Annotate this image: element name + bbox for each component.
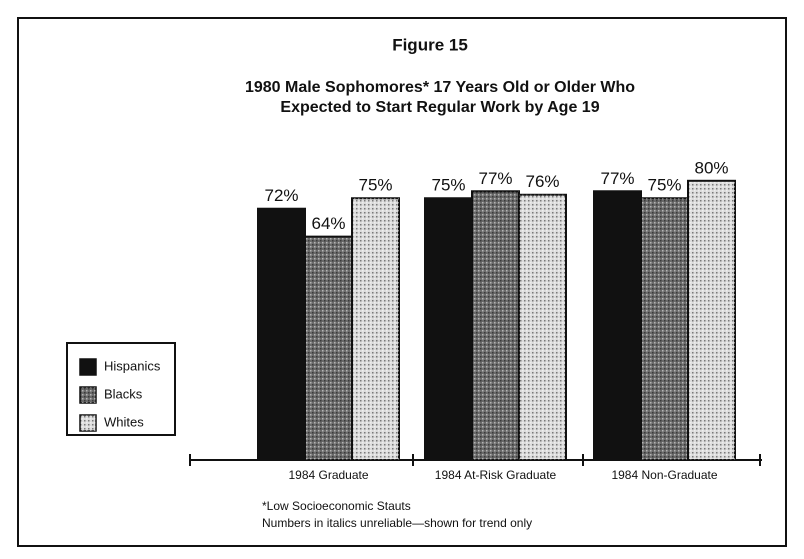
bar-texture [688, 180, 735, 461]
bar-texture [472, 191, 519, 460]
data-label: 75% [647, 176, 681, 195]
bar-texture [352, 198, 399, 460]
legend-swatch [79, 358, 97, 376]
data-label: 76% [525, 172, 559, 191]
legend-label: Hispanics [104, 358, 161, 373]
subtitle: Expected to Start Regular Work by Age 19 [280, 99, 599, 116]
legend-swatch-texture [80, 415, 96, 431]
data-label: 75% [431, 176, 465, 195]
bar [593, 190, 642, 462]
data-label: 77% [600, 169, 634, 188]
data-label: 72% [264, 186, 298, 205]
legend-label: Blacks [104, 386, 143, 401]
footnote: Numbers in italics unreliable—shown for … [262, 516, 532, 530]
data-label: 80% [694, 158, 728, 177]
bar-texture [519, 194, 566, 460]
subtitle: 1980 Male Sophomores* 17 Years Old or Ol… [245, 79, 635, 96]
frame [17, 17, 787, 547]
data-label: 77% [478, 169, 512, 188]
bar-texture [641, 198, 688, 460]
data-label: 64% [311, 214, 345, 233]
legend-label: Whites [104, 414, 144, 429]
x-tick-label: 1984 Graduate [288, 468, 368, 482]
x-tick-label: 1984 At-Risk Graduate [435, 468, 557, 482]
legend-swatch-texture [80, 387, 96, 403]
chart-title: Figure 15 [392, 35, 468, 54]
bar [257, 207, 306, 461]
x-tick-label: 1984 Non-Graduate [611, 468, 717, 482]
footnote: *Low Socioeconomic Stauts [262, 499, 411, 513]
bar-texture [305, 236, 352, 460]
data-label: 75% [358, 176, 392, 195]
bar [424, 197, 473, 461]
